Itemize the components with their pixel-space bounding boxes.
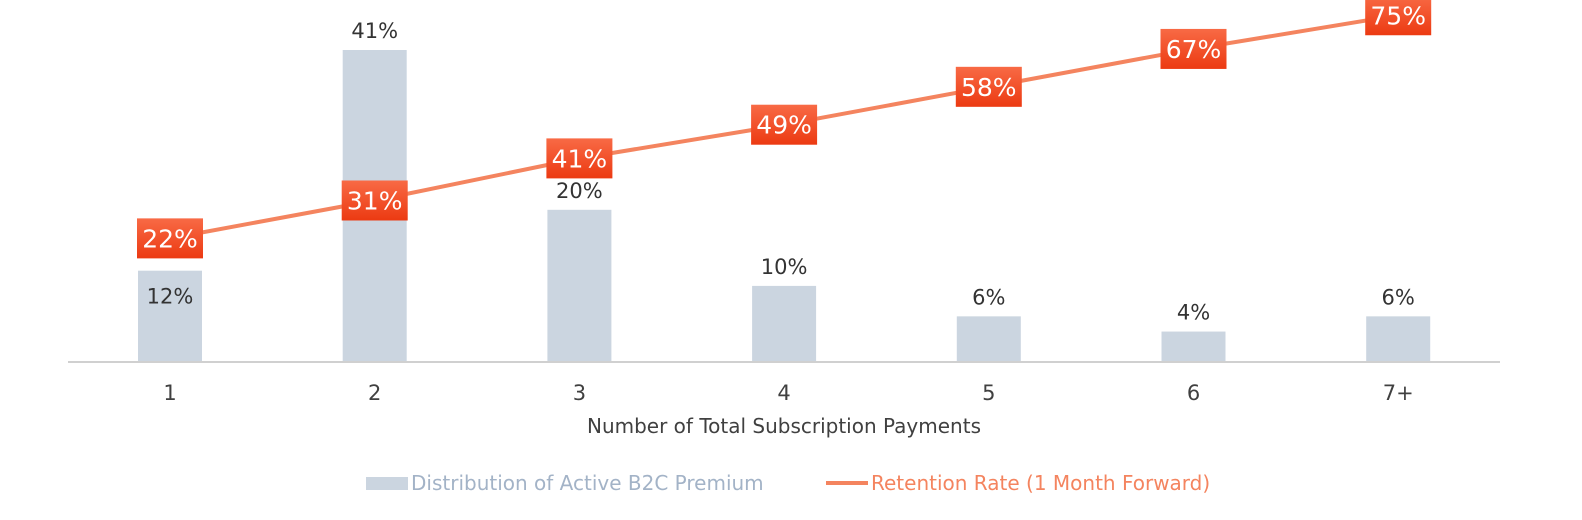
legend-bar-label: Distribution of Active B2C Premium xyxy=(411,471,764,495)
line-value-text: 75% xyxy=(1370,1,1426,30)
legend: Distribution of Active B2C Premium Reten… xyxy=(366,471,1210,495)
x-tick-labels: 1 2 3 4 5 6 7+ xyxy=(163,381,1413,405)
line-value-label: 31% xyxy=(341,180,408,221)
x-tick-label: 1 xyxy=(163,381,176,405)
x-tick-label: 6 xyxy=(1187,381,1200,405)
bar-value-label: 20% xyxy=(556,179,603,203)
bar-value-label: 10% xyxy=(761,255,808,279)
bar-value-label: 41% xyxy=(351,19,398,43)
legend-bar-swatch xyxy=(366,477,408,490)
line-value-label: 22% xyxy=(137,218,203,259)
line-value-label: 41% xyxy=(546,138,613,179)
bar-value-label: 12% xyxy=(147,285,194,309)
line-value-label: 58% xyxy=(955,66,1022,107)
line-value-text: 49% xyxy=(756,111,812,140)
line-value-text: 31% xyxy=(347,186,403,215)
bar-7+ xyxy=(1366,316,1431,362)
line-value-label: 67% xyxy=(1160,28,1227,69)
line-value-label: 49% xyxy=(751,104,818,145)
bars-layer xyxy=(138,50,1431,362)
bar-1 xyxy=(138,270,202,362)
x-tick-label: 4 xyxy=(777,381,790,405)
line-labels-layer: 22% 31% 41% 49% 58% 67% 75% xyxy=(137,0,1432,259)
line-value-text: 58% xyxy=(961,73,1017,102)
x-tick-label: 5 xyxy=(982,381,995,405)
bar-value-label: 6% xyxy=(972,285,1005,309)
bar-5 xyxy=(956,316,1021,362)
line-value-text: 22% xyxy=(142,224,198,253)
bar-3 xyxy=(547,209,612,362)
bar-4 xyxy=(752,285,817,362)
bar-value-label: 6% xyxy=(1382,285,1415,309)
x-tick-label: 2 xyxy=(368,381,381,405)
legend-line-label: Retention Rate (1 Month Forward) xyxy=(871,471,1210,495)
line-value-label: 75% xyxy=(1365,0,1432,36)
bar-value-label: 4% xyxy=(1177,301,1210,325)
x-tick-label: 7+ xyxy=(1383,381,1414,405)
bar-6 xyxy=(1161,331,1226,362)
line-value-box xyxy=(955,66,1022,107)
bar-labels-layer: 12% 41% 20% 10% 6% 4% 6% xyxy=(147,19,1415,325)
x-axis-title: Number of Total Subscription Payments xyxy=(587,414,981,438)
x-tick-label: 3 xyxy=(573,381,586,405)
line-value-box xyxy=(1160,28,1227,69)
line-value-box xyxy=(1365,0,1432,36)
line-value-box xyxy=(341,180,408,221)
line-value-box xyxy=(546,138,613,179)
line-value-box xyxy=(137,218,203,259)
line-value-box xyxy=(751,104,818,145)
line-value-text: 67% xyxy=(1166,35,1222,64)
line-value-text: 41% xyxy=(552,144,608,173)
